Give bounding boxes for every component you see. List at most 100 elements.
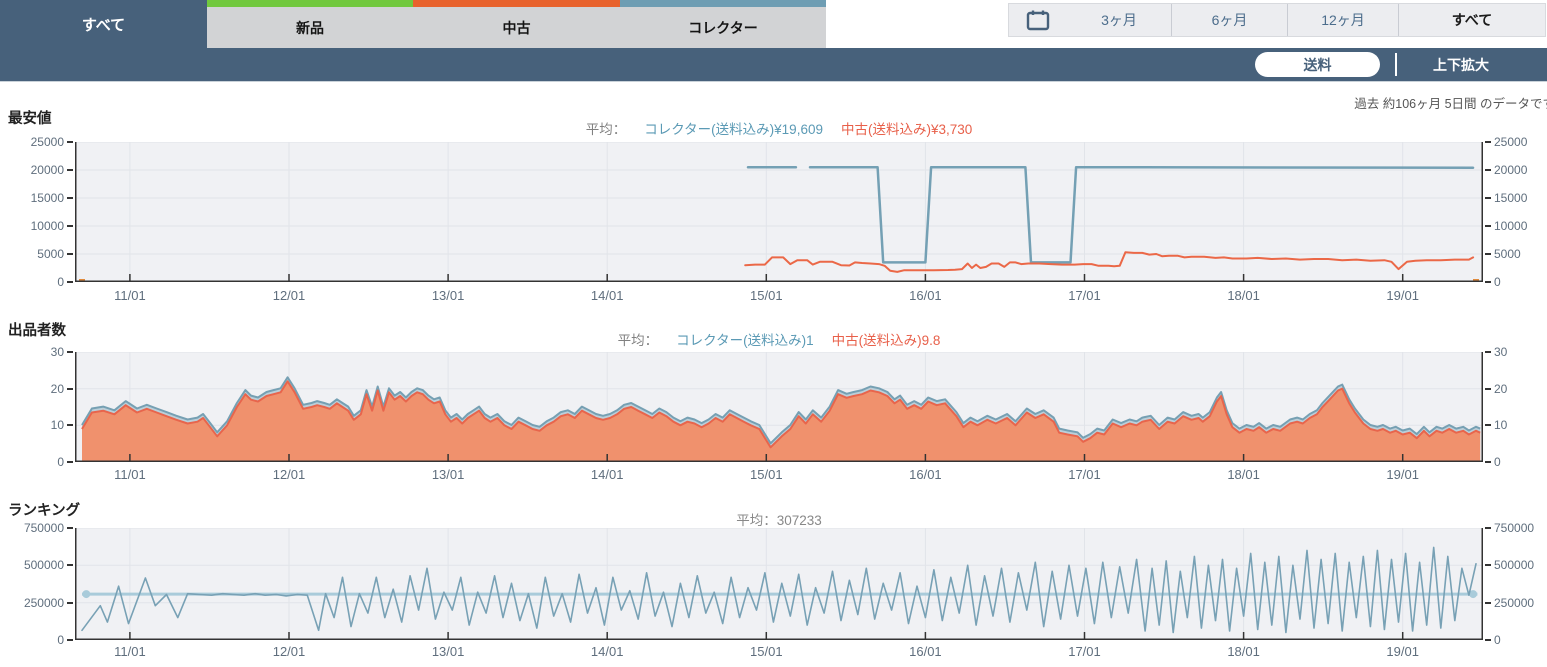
- chart-title-ranking: ランキング: [8, 503, 81, 520]
- legend-item: 平均：: [585, 122, 627, 137]
- y-tick-label: 20000: [1485, 163, 1527, 177]
- period-range-bar: 3ヶ月 6ヶ月 12ヶ月 すべて: [1008, 3, 1546, 37]
- toolbar-divider: [1395, 53, 1397, 76]
- x-axis-lowest-price: 11/01 12/01 13/01 14/01 15/01 16/01 17/01 18/01…: [75, 286, 1483, 304]
- range-6months-button[interactable]: 6ヶ月: [1171, 4, 1287, 36]
- y-tick-label: 5000: [1485, 247, 1521, 261]
- x-tick-label: 16/01: [909, 467, 942, 482]
- tab-new[interactable]: 新品: [207, 0, 413, 48]
- y-tick-label: 0: [57, 455, 73, 469]
- x-tick-label: 19/01: [1386, 644, 1419, 659]
- legend-item: 中古(送料込み)9.8: [831, 333, 941, 348]
- tab-collector[interactable]: コレクター: [620, 0, 826, 48]
- x-tick-label: 13/01: [431, 467, 465, 482]
- y-tick-label: 0: [1485, 633, 1501, 647]
- x-tick-label: 11/01: [114, 467, 146, 482]
- y-tick-label: 15000: [1485, 191, 1527, 205]
- y-tick-label: 750000: [24, 521, 73, 535]
- legend-item: 平均：307233: [736, 513, 822, 528]
- x-tick-label: 16/01: [909, 288, 942, 303]
- y-tick-label: 20000: [31, 163, 73, 177]
- x-tick-label: 19/01: [1386, 288, 1419, 303]
- tab-used[interactable]: 中古: [413, 0, 620, 48]
- data-range-note: 過去 約106ヶ月 5日間 のデータです: [1354, 97, 1547, 111]
- y-tick-label: 250000: [1485, 596, 1534, 610]
- chart-seller-count: 出品者数 平均： コレクター(送料込み)1 中古(送料込み)9.8 0 10 20 30 …: [0, 307, 1547, 487]
- y-tick-label: 10000: [31, 219, 73, 233]
- y-axis-left-seller-count: 0 10 20 30: [0, 345, 73, 469]
- x-axis-seller-count: 11/01 12/01 13/01 14/01 15/01 16/01 17/01 18/01…: [75, 465, 1483, 483]
- y-tick-label: 15000: [31, 191, 73, 205]
- tab-all[interactable]: すべて: [0, 0, 207, 48]
- y-axis-right-seller-count: 0 10 20 30: [1485, 345, 1547, 469]
- x-tick-label: 14/01: [590, 644, 624, 659]
- y-tick-label: 20: [1485, 382, 1507, 396]
- tab-new-color-strip: [207, 0, 413, 7]
- legend-item: 中古(送料込み)¥3,730: [840, 122, 973, 137]
- x-tick-label: 15/01: [750, 288, 783, 303]
- y-tick-label: 10000: [1485, 219, 1527, 233]
- y-tick-label: 750000: [1485, 521, 1534, 535]
- lowest-price-plot[interactable]: [75, 142, 1483, 282]
- x-tick-label: 12/01: [272, 644, 306, 659]
- y-tick-label: 0: [1485, 455, 1501, 469]
- y-axis-left-lowest-price: 0 5000 10000 15000 20000 25000: [0, 135, 73, 289]
- x-axis-ranking: 11/01 12/01 13/01 14/01 15/01 16/01 17/01 18/01…: [75, 642, 1483, 660]
- legend-item: コレクター(送料込み)¥19,609: [644, 122, 823, 137]
- y-tick-label: 30: [51, 345, 73, 359]
- chart-toolbar: 送料 上下拡大: [0, 48, 1547, 82]
- range-3months-button[interactable]: 3ヶ月: [1101, 12, 1137, 28]
- y-tick-label: 25000: [1485, 135, 1527, 149]
- expand-vertical-button[interactable]: 上下拡大: [1433, 56, 1489, 73]
- x-tick-label: 17/01: [1068, 288, 1101, 303]
- shipping-toggle-button[interactable]: 送料: [1255, 52, 1380, 77]
- x-tick-label: 18/01: [1227, 467, 1260, 482]
- chart-legend-lowest-price: 平均： コレクター(送料込み)¥19,609 中古(送料込み)¥3,730: [75, 118, 1483, 138]
- y-tick-label: 250000: [24, 596, 73, 610]
- y-tick-label: 0: [57, 275, 73, 289]
- seller-count-plot[interactable]: [75, 352, 1483, 462]
- x-tick-label: 16/01: [909, 644, 942, 659]
- x-tick-label: 13/01: [431, 288, 465, 303]
- x-tick-label: 11/01: [114, 644, 146, 659]
- y-tick-label: 30: [1485, 345, 1507, 359]
- x-tick-label: 19/01: [1386, 467, 1419, 482]
- chart-ranking: ランキング 平均：307233 0 250000 500000 750000 0 250…: [0, 487, 1547, 667]
- range-all-button[interactable]: すべて: [1398, 4, 1545, 36]
- x-tick-label: 17/01: [1068, 644, 1101, 659]
- x-tick-label: 14/01: [590, 288, 624, 303]
- y-tick-label: 25000: [31, 135, 73, 149]
- tab-new-label: 新品: [207, 7, 413, 48]
- y-tick-label: 5000: [37, 247, 73, 261]
- tab-used-color-strip: [413, 0, 620, 7]
- x-tick-label: 15/01: [750, 644, 783, 659]
- y-tick-label: 10: [1485, 418, 1507, 432]
- y-tick-label: 500000: [1485, 558, 1534, 572]
- legend-item: 平均：: [617, 333, 659, 348]
- x-tick-label: 12/01: [272, 288, 306, 303]
- range-12months-button[interactable]: 12ヶ月: [1287, 4, 1398, 36]
- y-tick-label: 0: [1485, 275, 1501, 289]
- x-tick-label: 17/01: [1068, 467, 1101, 482]
- x-tick-label: 15/01: [750, 467, 783, 482]
- ranking-plot[interactable]: [75, 528, 1483, 640]
- chart-lowest-price: 最安値 平均： コレクター(送料込み)¥19,609 中古(送料込み)¥3,730 …: [0, 95, 1547, 307]
- tab-collector-color-strip: [620, 0, 826, 7]
- y-axis-right-ranking: 0 250000 500000 750000: [1485, 521, 1547, 647]
- tab-all-label: すべて: [81, 16, 126, 34]
- chart-legend-ranking: 平均：307233: [75, 509, 1483, 529]
- chart-title-lowest-price: 最安値: [8, 111, 52, 128]
- y-tick-label: 500000: [24, 558, 73, 572]
- legend-item: コレクター(送料込み)1: [676, 333, 814, 348]
- x-tick-label: 18/01: [1227, 644, 1260, 659]
- y-axis-left-ranking: 0 250000 500000 750000: [0, 521, 73, 647]
- calendar-button[interactable]: [1009, 4, 1067, 36]
- tab-collector-label: コレクター: [620, 7, 826, 48]
- x-tick-label: 13/01: [431, 644, 465, 659]
- y-tick-label: 20: [51, 382, 73, 396]
- chart-legend-seller-count: 平均： コレクター(送料込み)1 中古(送料込み)9.8: [75, 329, 1483, 349]
- y-axis-right-lowest-price: 0 5000 10000 15000 20000 25000: [1485, 135, 1547, 289]
- chart-title-seller-count: 出品者数: [8, 323, 66, 340]
- y-tick-label: 10: [51, 418, 73, 432]
